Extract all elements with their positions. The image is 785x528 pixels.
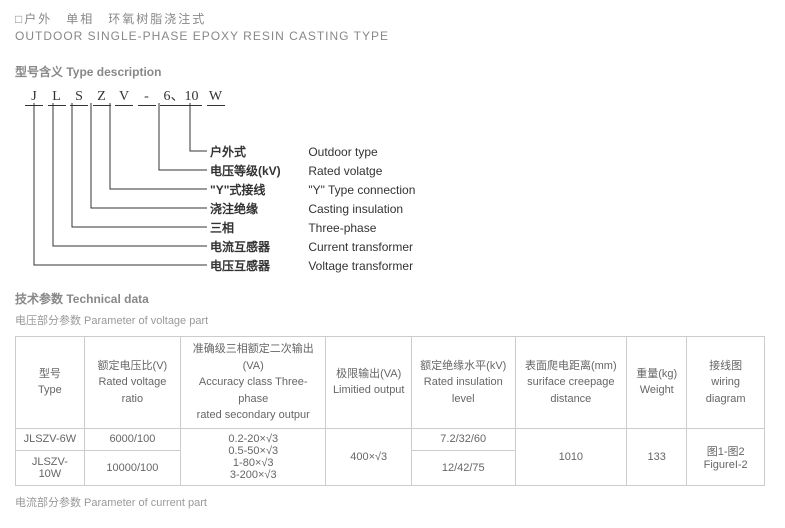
type-description-title: 型号含义 Type description xyxy=(15,63,770,80)
th-limited: 极限输出(VA) Limitied output xyxy=(326,337,412,429)
th-type: 型号 Type xyxy=(16,337,85,429)
current-part-title: 电流部分参数 Parameter of current part xyxy=(15,494,770,510)
desc-row-y: "Y"式接线 "Y" Type connection xyxy=(210,181,415,200)
table-header-row: 型号 Type 额定电压比(V) Rated voltage ratio 准确级… xyxy=(16,337,765,429)
cell-insulation: 12/42/75 xyxy=(411,450,515,485)
cell-weight: 133 xyxy=(627,428,687,485)
th-weight: 重量(kg) Weight xyxy=(627,337,687,429)
desc-row-voltage-trans: 电压互感器 Voltage transformer xyxy=(210,257,415,276)
desc-row-outdoor: 户外式 Outdoor type xyxy=(210,143,415,162)
th-wiring: 接线图 wiring diagram xyxy=(687,337,765,429)
header-cn: □户外 单相 环氧树脂浇注式 xyxy=(15,10,770,27)
desc-row-current: 电流互感器 Current transformer xyxy=(210,238,415,257)
cell-limited: 400×√3 xyxy=(326,428,412,485)
cell-ratio: 6000/100 xyxy=(84,428,180,450)
desc-row-three-phase: 三相 Three-phase xyxy=(210,219,415,238)
table-row: JLSZV-6W 6000/100 0.2-20×√3 0.5-50×√3 1-… xyxy=(16,428,765,450)
cell-type: JLSZV-6W xyxy=(16,428,85,450)
voltage-parameters-table: 型号 Type 额定电压比(V) Rated voltage ratio 准确级… xyxy=(15,336,765,486)
header-en: OUTDOOR SINGLE-PHASE EPOXY RESIN CASTING… xyxy=(15,29,770,43)
cell-wiring: 图1-图2 FigureI-2 xyxy=(687,428,765,485)
technical-data-title: 技术参数 Technical data xyxy=(15,290,770,307)
voltage-part-title: 电压部分参数 Parameter of voltage part xyxy=(15,312,770,328)
th-ratio: 额定电压比(V) Rated voltage ratio xyxy=(84,337,180,429)
th-insulation: 额定绝缘水平(kV) Rated insulation level xyxy=(411,337,515,429)
cell-creepage: 1010 xyxy=(515,428,627,485)
desc-row-voltage: 电压等级(kV) Rated volatge xyxy=(210,162,415,181)
type-description-diagram: J L S Z V - 6、10 W 户外式 Out xyxy=(25,85,770,275)
cell-ratio: 10000/100 xyxy=(84,450,180,485)
cell-type: JLSZV-10W xyxy=(16,450,85,485)
desc-row-casting: 浇注绝缘 Casting insulation xyxy=(210,200,415,219)
cell-accuracy: 0.2-20×√3 0.5-50×√3 1-80×√3 3-200×√3 xyxy=(181,428,326,485)
th-creepage: 表面爬电距离(mm) suriface creepage distance xyxy=(515,337,627,429)
cell-insulation: 7.2/32/60 xyxy=(411,428,515,450)
description-labels: 户外式 Outdoor type 电压等级(kV) Rated volatge … xyxy=(210,143,415,276)
th-accuracy: 准确级三相额定二次输出(VA) Accuracy class Three-pha… xyxy=(181,337,326,429)
bracket-lines-svg xyxy=(25,103,210,283)
